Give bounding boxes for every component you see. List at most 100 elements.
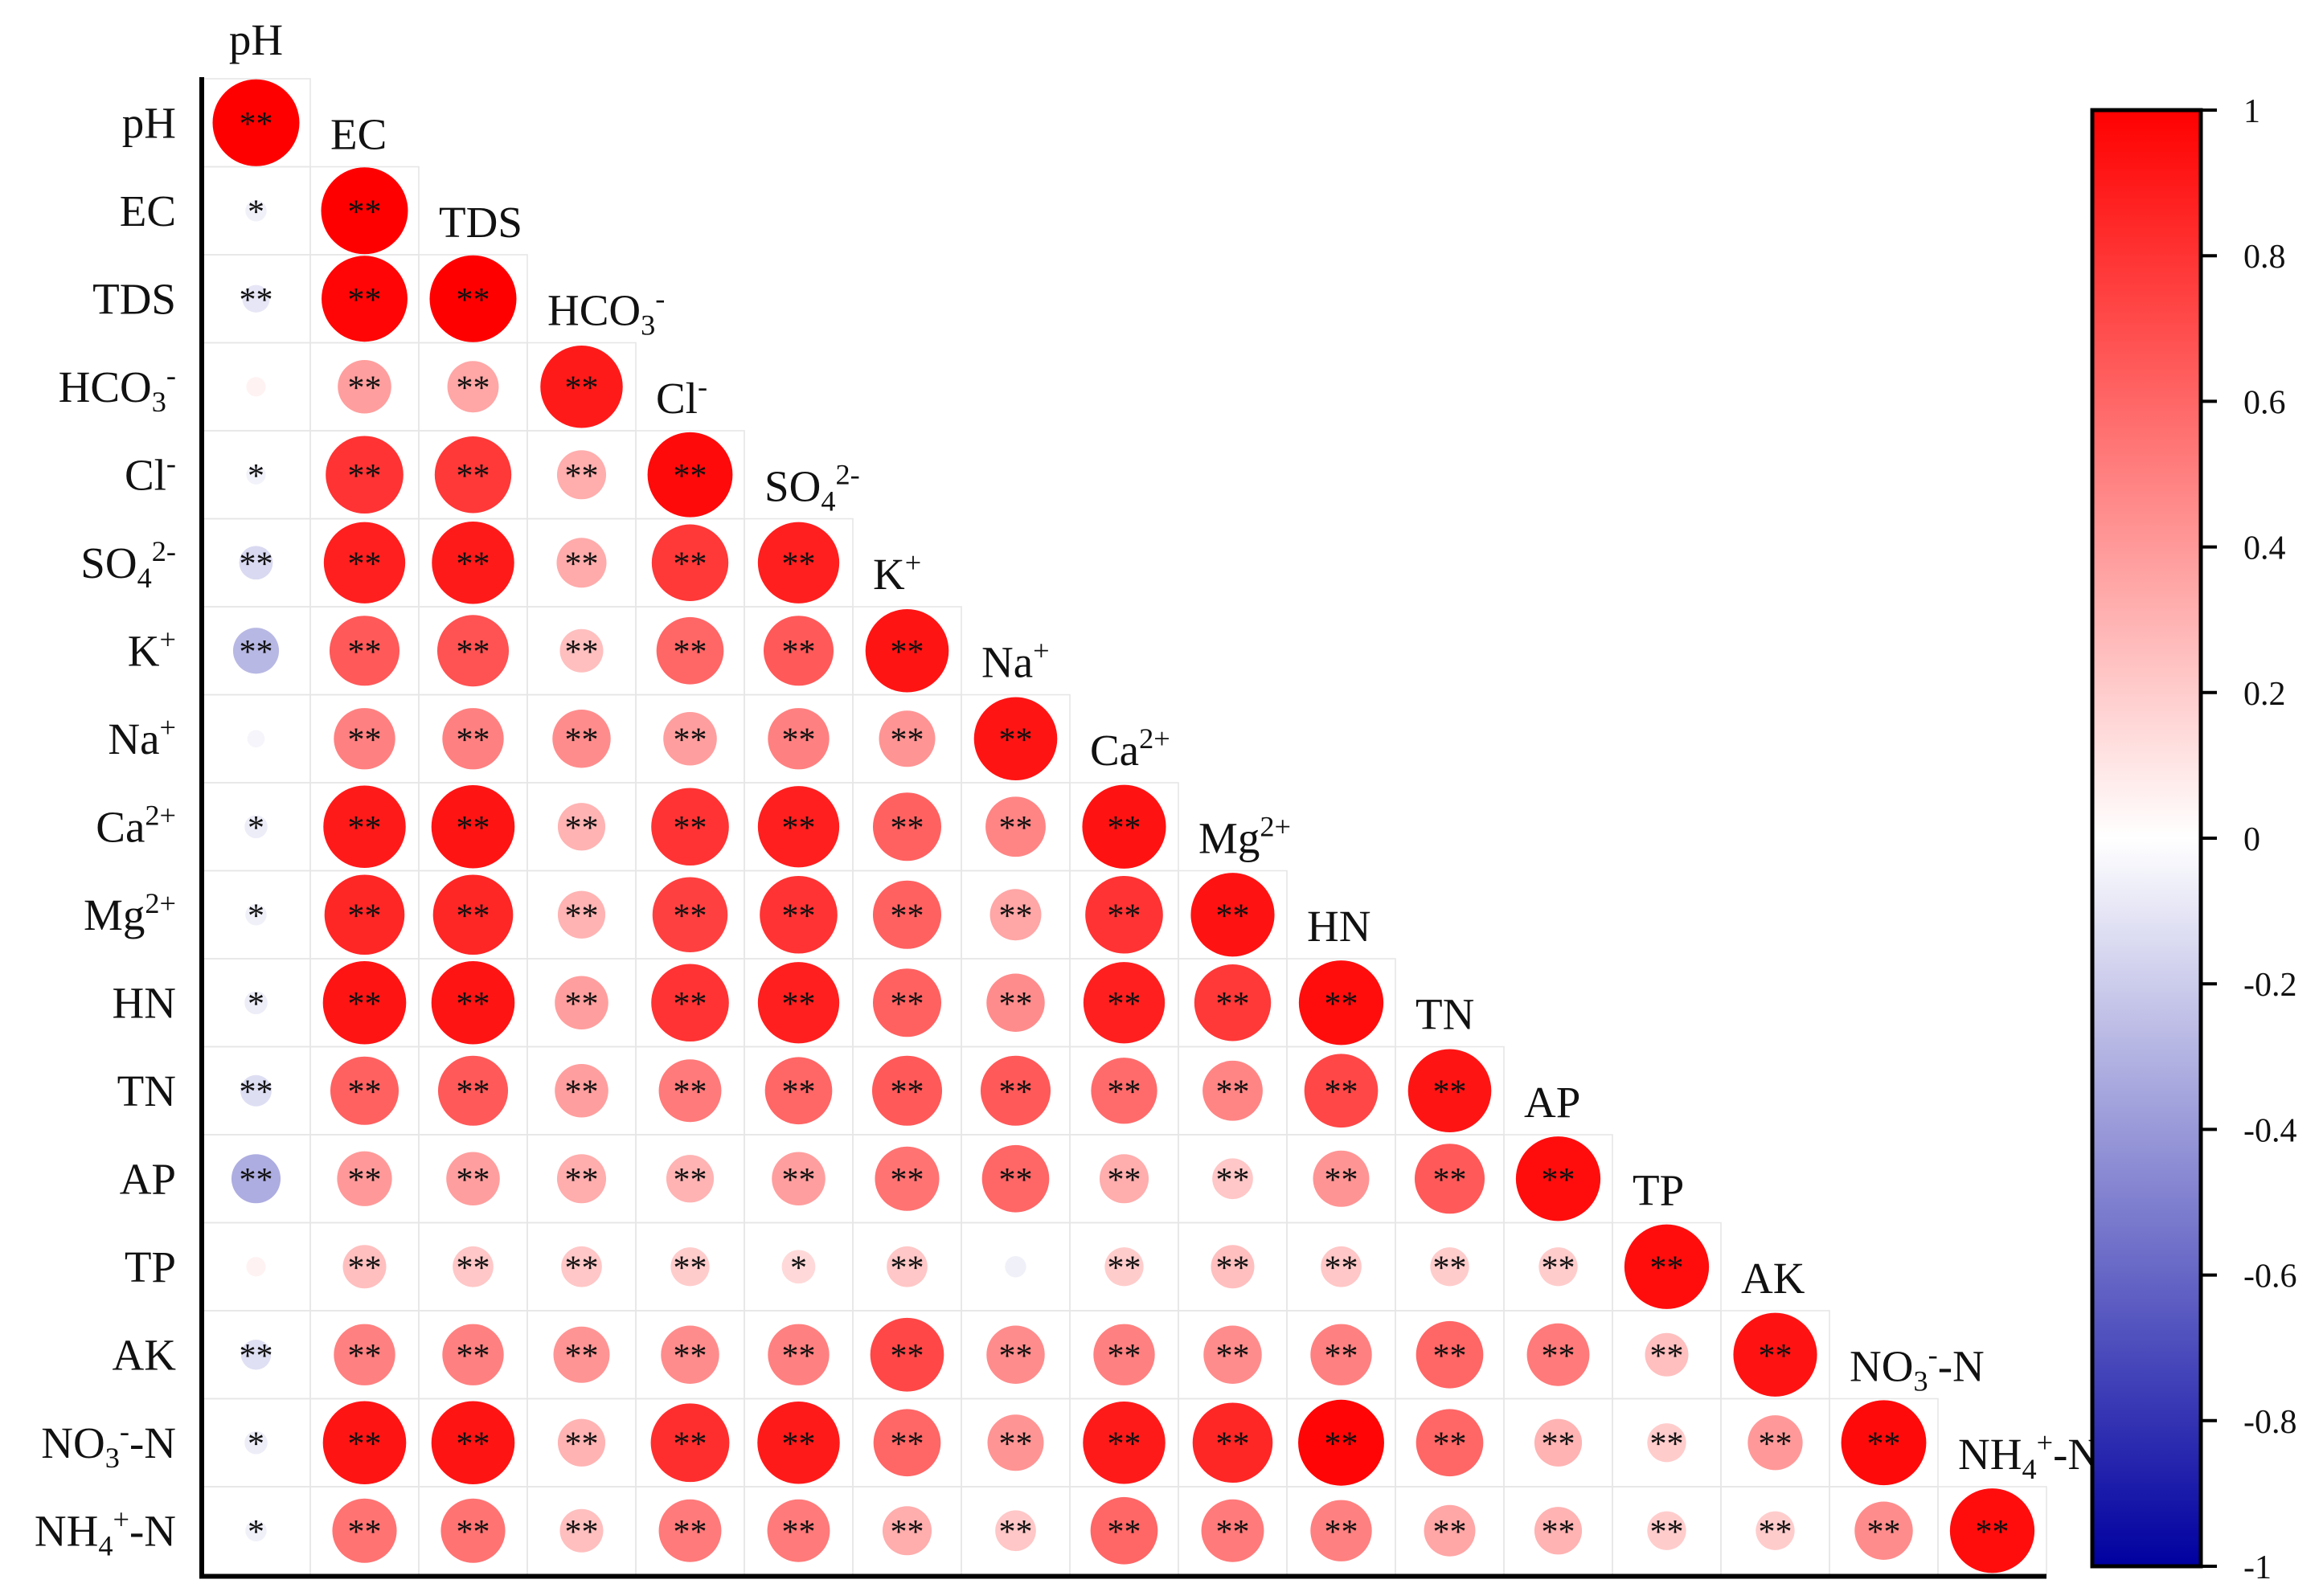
significance-mark: **: [457, 898, 490, 935]
correlation-circle: [246, 377, 266, 397]
correlation-circle: [989, 889, 1042, 941]
significance-mark: **: [1216, 1250, 1250, 1287]
column-label: TP: [1633, 1166, 1684, 1215]
significance-mark: **: [1867, 1426, 1901, 1463]
correlation-circle: [764, 1057, 833, 1125]
correlation-circle: [557, 890, 606, 939]
correlation-circle: [757, 522, 840, 604]
significance-mark: **: [1433, 1514, 1467, 1551]
correlation-circle: [870, 1317, 944, 1392]
correlation-circle: [323, 785, 406, 868]
correlation-circle: [985, 796, 1046, 857]
significance-mark: **: [891, 810, 924, 847]
correlation-circle: [1083, 962, 1166, 1044]
correlation-circle: [1624, 1224, 1710, 1309]
correlation-circle: [658, 1059, 722, 1123]
correlation-circle: [873, 1409, 941, 1477]
significance-mark: **: [565, 1250, 599, 1287]
correlation-circle: [781, 1250, 816, 1284]
significance-mark: **: [999, 1162, 1033, 1199]
significance-mark: **: [1216, 986, 1250, 1023]
correlation-circle: [670, 1247, 710, 1287]
correlation-circle: [337, 1151, 392, 1206]
correlation-circle: [1202, 1060, 1263, 1121]
significance-mark: **: [782, 898, 816, 935]
significance-mark: **: [1542, 1514, 1575, 1551]
correlation-circle: [559, 628, 604, 673]
column-label: TN: [1416, 990, 1474, 1039]
correlation-circle: [986, 973, 1045, 1032]
significance-mark: **: [674, 810, 707, 847]
correlation-circle: [973, 697, 1058, 781]
correlation-circle: [1647, 1511, 1686, 1550]
significance-mark: **: [348, 810, 382, 847]
correlation-circle: [1005, 1256, 1026, 1278]
significance-mark: **: [240, 634, 273, 671]
correlation-circle: [757, 1402, 840, 1484]
correlation-circle: [1310, 1324, 1372, 1385]
significance-mark: **: [348, 898, 382, 935]
significance-mark: **: [999, 1338, 1033, 1375]
correlation-circle: [436, 615, 510, 687]
significance-mark: **: [565, 986, 599, 1023]
significance-mark: **: [999, 898, 1033, 935]
correlation-circle: [540, 346, 623, 428]
column-label: AP: [1524, 1078, 1580, 1127]
row-label: AP: [120, 1154, 176, 1203]
significance-mark: **: [457, 546, 490, 583]
cell-grid: [201, 78, 2047, 1576]
correlation-circle: [1515, 1136, 1601, 1222]
significance-mark: **: [1108, 1338, 1141, 1375]
significance-mark: **: [1759, 1426, 1792, 1463]
correlation-circle: [240, 1074, 272, 1107]
significance-mark: **: [457, 986, 490, 1023]
significance-mark: *: [248, 194, 264, 231]
colorbar-tick-label: -0.6: [2243, 1258, 2297, 1295]
colorbar-tick-label: 0.8: [2243, 239, 2286, 276]
significance-mark: **: [457, 282, 490, 319]
correlation-circle: [244, 991, 268, 1015]
correlation-circle: [212, 79, 300, 166]
significance-mark: **: [1542, 1426, 1575, 1463]
correlation-circle: [442, 1324, 504, 1385]
significance-mark: **: [565, 898, 599, 935]
significance-mark: **: [674, 458, 707, 495]
row-label: TP: [125, 1242, 176, 1291]
correlation-circle: [431, 960, 515, 1045]
row-label: NH4+-N: [35, 1504, 176, 1562]
correlation-circle: [1083, 1402, 1166, 1484]
correlation-circle: [322, 256, 408, 342]
correlation-circle: [865, 608, 949, 693]
correlation-circle: [647, 432, 733, 518]
correlation-circle: [1534, 1418, 1583, 1467]
correlation-circle: [559, 1508, 604, 1553]
significance-mark: **: [1542, 1338, 1575, 1375]
significance-mark: **: [674, 1074, 707, 1111]
significance-mark: **: [1650, 1514, 1684, 1551]
correlation-circle: [245, 904, 267, 926]
significance-mark: **: [1108, 1162, 1141, 1199]
correlation-circle: [437, 1055, 509, 1126]
correlation-circle: [1534, 1507, 1583, 1555]
correlation-circle: [431, 1401, 515, 1485]
significance-mark: **: [457, 634, 490, 671]
column-label: HCO3-: [547, 283, 665, 342]
significance-mark: **: [1542, 1162, 1575, 1199]
correlation-circle: [244, 815, 268, 839]
significance-mark: **: [565, 810, 599, 847]
correlation-circle: [987, 1414, 1044, 1471]
correlation-circle: [760, 875, 838, 954]
correlation-circle: [1304, 1054, 1379, 1128]
correlation-circle: [429, 255, 517, 342]
significance-mark: **: [348, 1162, 382, 1199]
significance-mark: **: [999, 1426, 1033, 1463]
significance-mark: **: [1433, 1426, 1467, 1463]
correlation-circle: [1414, 1144, 1485, 1214]
correlation-circle: [240, 1340, 272, 1370]
correlation-circle: [446, 1152, 500, 1206]
colorbar-tick-label: 0: [2243, 821, 2260, 858]
correlation-circle: [1203, 1325, 1262, 1384]
correlation-circle: [1407, 1049, 1492, 1133]
colorbar-tick-label: 0.4: [2243, 530, 2286, 567]
